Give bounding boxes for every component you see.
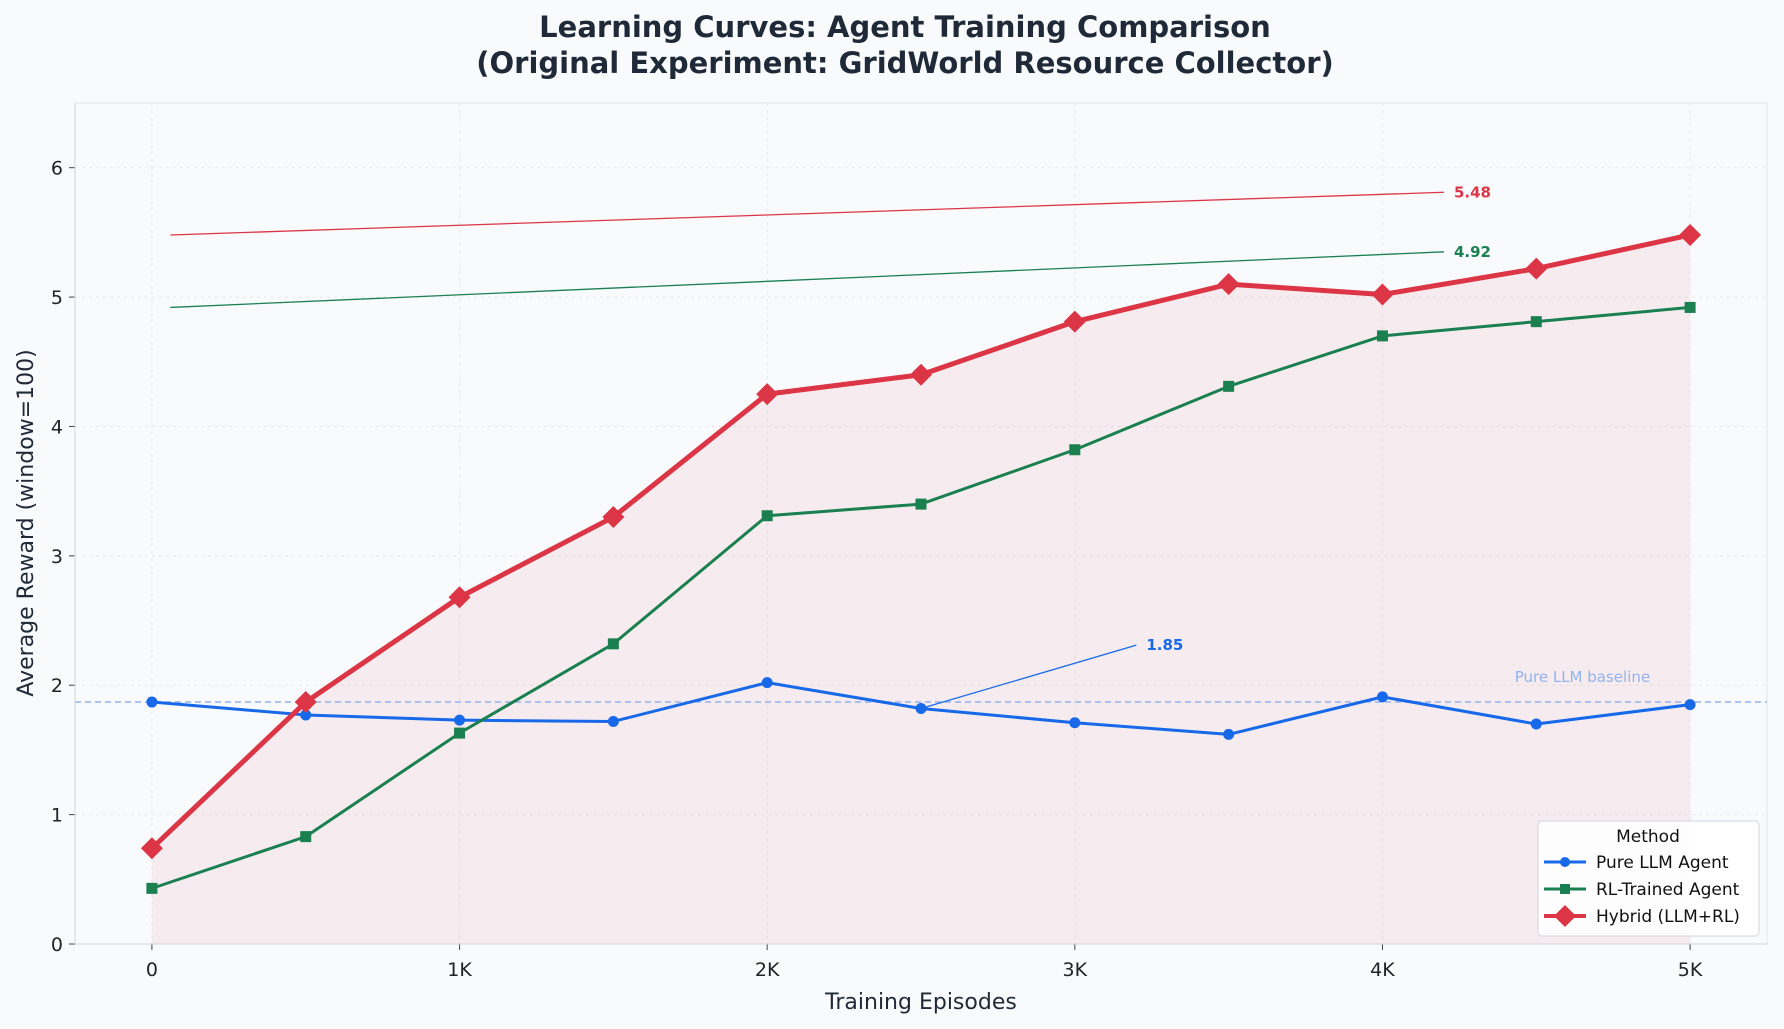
data-point-rl-trained-agent bbox=[761, 510, 773, 522]
y-tick-label: 1 bbox=[51, 805, 63, 827]
legend-item-pure-llm: Pure LLM Agent bbox=[1544, 853, 1729, 873]
data-point-pure-llm-agent bbox=[1530, 718, 1542, 730]
y-tick-label: 4 bbox=[51, 416, 63, 438]
data-point-rl-trained-agent bbox=[1223, 380, 1235, 392]
y-tick-label: 5 bbox=[51, 287, 63, 309]
data-point-pure-llm-agent bbox=[1069, 717, 1081, 729]
y-tick-label: 2 bbox=[51, 675, 63, 697]
x-tick-label: 4K bbox=[1370, 959, 1395, 981]
annotation-arrow bbox=[920, 644, 1137, 710]
chart-title-line1: Learning Curves: Agent Training Comparis… bbox=[539, 10, 1271, 44]
data-point-rl-trained-agent bbox=[1684, 301, 1696, 313]
data-point-rl-trained-agent bbox=[1376, 330, 1388, 342]
legend-item-rl-trained: RL-Trained Agent bbox=[1544, 880, 1740, 900]
legend-label-rl-trained: RL-Trained Agent bbox=[1596, 880, 1740, 900]
data-point-hybrid-llm-rl bbox=[756, 383, 779, 406]
y-tick-label: 6 bbox=[51, 158, 63, 180]
data-point-pure-llm-agent bbox=[300, 709, 312, 721]
y-tick-label: 0 bbox=[51, 934, 63, 956]
baseline-layer: Pure LLM baseline bbox=[75, 668, 1767, 703]
data-point-rl-trained-agent bbox=[454, 727, 466, 739]
legend-label-hybrid: Hybrid (LLM+RL) bbox=[1596, 907, 1740, 927]
data-point-pure-llm-agent bbox=[1223, 728, 1235, 740]
legend-label-pure-llm: Pure LLM Agent bbox=[1596, 853, 1729, 873]
data-point-hybrid-llm-rl bbox=[602, 506, 625, 529]
data-point-pure-llm-agent bbox=[915, 703, 927, 715]
data-point-pure-llm-agent bbox=[146, 696, 158, 708]
grid-lines bbox=[75, 103, 1767, 945]
data-point-rl-trained-agent bbox=[1069, 444, 1081, 456]
hybrid-fill-region bbox=[151, 234, 1691, 945]
legend: Method Pure LLM Agent RL-Trained Agent H… bbox=[1537, 820, 1760, 937]
data-point-rl-trained-agent bbox=[607, 638, 619, 650]
data-point-pure-llm-agent bbox=[1684, 699, 1696, 711]
data-point-rl-trained-agent bbox=[1530, 316, 1542, 328]
chart-title-line2: (Original Experiment: GridWorld Resource… bbox=[476, 46, 1334, 80]
data-point-hybrid-llm-rl bbox=[1679, 223, 1702, 246]
annotation-label: 4.92 bbox=[1454, 243, 1491, 261]
x-tick-label: 0 bbox=[146, 959, 158, 981]
data-point-pure-llm-agent bbox=[761, 677, 773, 689]
legend-title: Method bbox=[1616, 827, 1680, 847]
legend-marker-diamond bbox=[1554, 905, 1576, 927]
annotation-layer: 5.48 4.92 1.85 bbox=[170, 183, 1491, 710]
data-point-pure-llm-agent bbox=[1376, 691, 1388, 703]
x-tick-label: 1K bbox=[447, 959, 472, 981]
data-point-pure-llm-agent bbox=[454, 714, 466, 726]
data-point-hybrid-llm-rl bbox=[1525, 257, 1548, 280]
data-point-rl-trained-agent bbox=[915, 498, 927, 510]
annotation-label: 1.85 bbox=[1146, 636, 1183, 654]
x-tick-label: 2K bbox=[755, 959, 780, 981]
data-point-hybrid-llm-rl bbox=[140, 837, 163, 860]
annotation-label: 5.48 bbox=[1454, 183, 1491, 201]
data-point-rl-trained-agent bbox=[300, 831, 312, 843]
data-point-hybrid-llm-rl bbox=[1217, 273, 1240, 296]
legend-item-hybrid: Hybrid (LLM+RL) bbox=[1544, 905, 1740, 927]
legend-box bbox=[1537, 820, 1760, 937]
data-point-hybrid-llm-rl bbox=[910, 363, 932, 386]
y-axis-label: Average Reward (window=100) bbox=[14, 349, 39, 696]
data-point-hybrid-llm-rl bbox=[448, 586, 471, 609]
series-layer bbox=[140, 223, 1702, 894]
data-point-hybrid-llm-rl bbox=[1063, 310, 1086, 333]
annotation-arrow bbox=[170, 251, 1445, 309]
x-axis-label: Training Episodes bbox=[824, 990, 1017, 1015]
data-point-hybrid-llm-rl bbox=[1371, 283, 1394, 306]
baseline-label: Pure LLM baseline bbox=[1515, 668, 1650, 686]
x-tick-label: 3K bbox=[1063, 959, 1088, 981]
x-tick-label: 5K bbox=[1678, 959, 1703, 981]
data-point-pure-llm-agent bbox=[607, 715, 619, 727]
legend-marker-square bbox=[1560, 884, 1570, 894]
data-point-rl-trained-agent bbox=[146, 882, 158, 894]
y-tick-label: 3 bbox=[51, 546, 63, 568]
legend-marker-circle bbox=[1560, 857, 1570, 867]
data-point-hybrid-llm-rl bbox=[294, 691, 317, 714]
annotation-arrow bbox=[170, 191, 1445, 236]
axis-layer: 0 1 2 3 4 5 6 0 1K 2K 3K 4K 5K bbox=[51, 103, 1767, 981]
hybrid-fill-area bbox=[151, 234, 1691, 945]
